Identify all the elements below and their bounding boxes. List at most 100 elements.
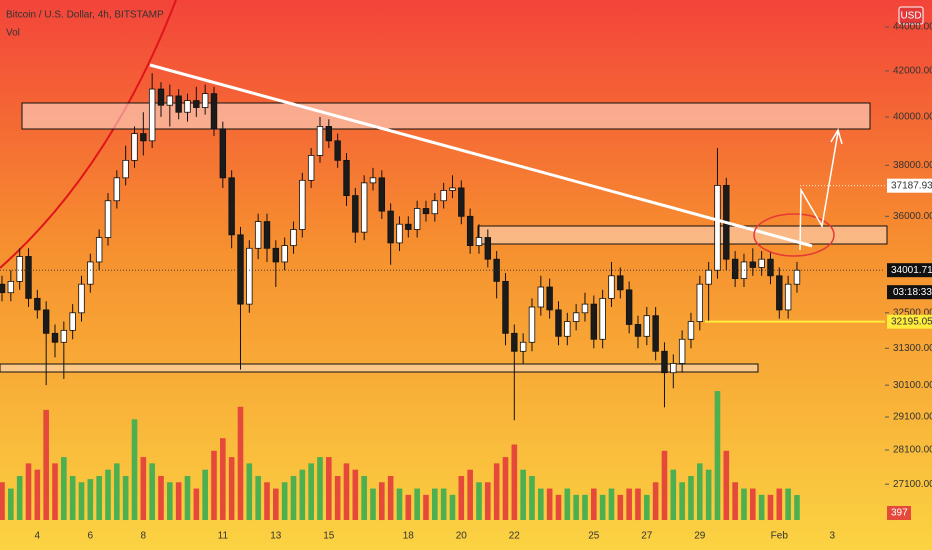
candle-body <box>546 286 553 311</box>
volume-bar <box>714 391 721 520</box>
candle-body <box>422 208 430 215</box>
volume-bar <box>308 463 314 520</box>
candle-body <box>140 133 147 142</box>
y-tick-label: 31300.00 <box>893 343 932 354</box>
candle-body <box>25 256 32 299</box>
price-label: 34001.71 <box>891 265 932 276</box>
candle-body <box>705 269 712 285</box>
volume-bar <box>69 475 76 520</box>
candles <box>0 73 801 421</box>
candle-body <box>16 256 23 282</box>
candle-body <box>254 221 262 249</box>
x-tick-label: 4 <box>35 531 41 542</box>
candle-body <box>449 187 456 191</box>
volume-bar <box>273 488 279 520</box>
x-tick-label: 27 <box>641 531 653 542</box>
zone <box>477 225 888 245</box>
candle-body <box>378 177 386 212</box>
candle-body <box>767 258 774 277</box>
volume-bar <box>61 457 67 520</box>
candle-body <box>537 286 545 308</box>
x-tick-label: 20 <box>456 531 468 542</box>
candle-body <box>42 309 50 334</box>
candle-body <box>122 159 129 179</box>
volume-label-box <box>887 506 911 520</box>
volume-bar <box>679 482 685 520</box>
candle-body <box>157 88 165 106</box>
candle-body <box>228 177 235 236</box>
resistance-zone <box>21 102 871 130</box>
volume-bar <box>467 469 473 520</box>
volume-bar <box>546 488 553 520</box>
candle-body <box>396 223 403 244</box>
volume-pane <box>0 391 800 520</box>
volume-bar <box>379 482 385 520</box>
y-tick-label: 42000.00 <box>893 66 932 77</box>
candle-body <box>113 177 121 202</box>
volume-bar <box>529 475 535 520</box>
volume-bar <box>423 494 429 520</box>
volume-bar <box>175 482 182 520</box>
candle-body <box>369 177 377 184</box>
x-tick-label: 25 <box>588 531 600 542</box>
x-tick-label: 8 <box>141 531 147 542</box>
volume-bar <box>122 475 129 520</box>
volume-bar <box>458 475 465 520</box>
volume-bar <box>8 488 14 520</box>
candle-body <box>219 128 227 179</box>
candle-body <box>555 309 562 337</box>
y-tick-label: 29100.00 <box>893 412 932 423</box>
volume-bar <box>661 450 668 520</box>
candle-body <box>387 210 394 244</box>
candle-body <box>625 289 633 325</box>
volume-bar <box>264 482 270 520</box>
x-tick-label: 29 <box>694 531 706 542</box>
currency-button[interactable] <box>898 6 924 25</box>
volume-bar <box>794 495 800 520</box>
volume-value-label: 397 <box>891 508 908 519</box>
candle-body <box>166 95 174 106</box>
candle-body <box>670 363 677 374</box>
volume-label: Vol <box>6 28 20 39</box>
candle-body <box>95 237 103 263</box>
volume-bar <box>758 494 765 520</box>
candle-body <box>466 215 474 246</box>
candle-body <box>661 350 668 374</box>
candle-body <box>519 341 527 352</box>
volume-bar <box>149 463 155 520</box>
volume-bar <box>52 463 58 520</box>
volume-bar <box>626 488 632 520</box>
y-tick-label: 32500.00 <box>893 307 932 318</box>
candle-body <box>290 229 297 246</box>
volume-bar <box>202 469 208 520</box>
candle-body <box>431 200 439 215</box>
candle-body <box>564 321 571 337</box>
volume-bar <box>317 457 323 520</box>
volume-bar <box>741 488 747 520</box>
candle-body <box>749 261 757 268</box>
candle-body <box>511 332 518 352</box>
candle-body <box>325 126 333 142</box>
x-tick-label: Feb <box>771 531 789 542</box>
volume-bar <box>299 469 306 520</box>
candle-body <box>148 88 156 142</box>
candle-body <box>590 303 598 340</box>
candle-body <box>210 93 218 130</box>
price-label-box <box>887 178 932 193</box>
volume-bar <box>644 494 650 520</box>
volume-bar <box>237 406 244 520</box>
y-tick-label: 44000.00 <box>893 22 932 33</box>
volume-bar <box>493 463 500 520</box>
volume-bar <box>449 494 456 520</box>
candle-body <box>696 283 704 322</box>
highlight-ellipse <box>753 213 835 257</box>
candle-body <box>572 312 580 322</box>
volume-bar <box>114 463 120 520</box>
volume-bar <box>167 482 173 520</box>
volume-bar <box>105 469 111 520</box>
volume-bar <box>476 482 482 520</box>
candle-body <box>413 208 421 230</box>
volume-bar <box>555 494 562 520</box>
volume-bar <box>635 488 641 520</box>
currency: USD <box>900 11 921 22</box>
